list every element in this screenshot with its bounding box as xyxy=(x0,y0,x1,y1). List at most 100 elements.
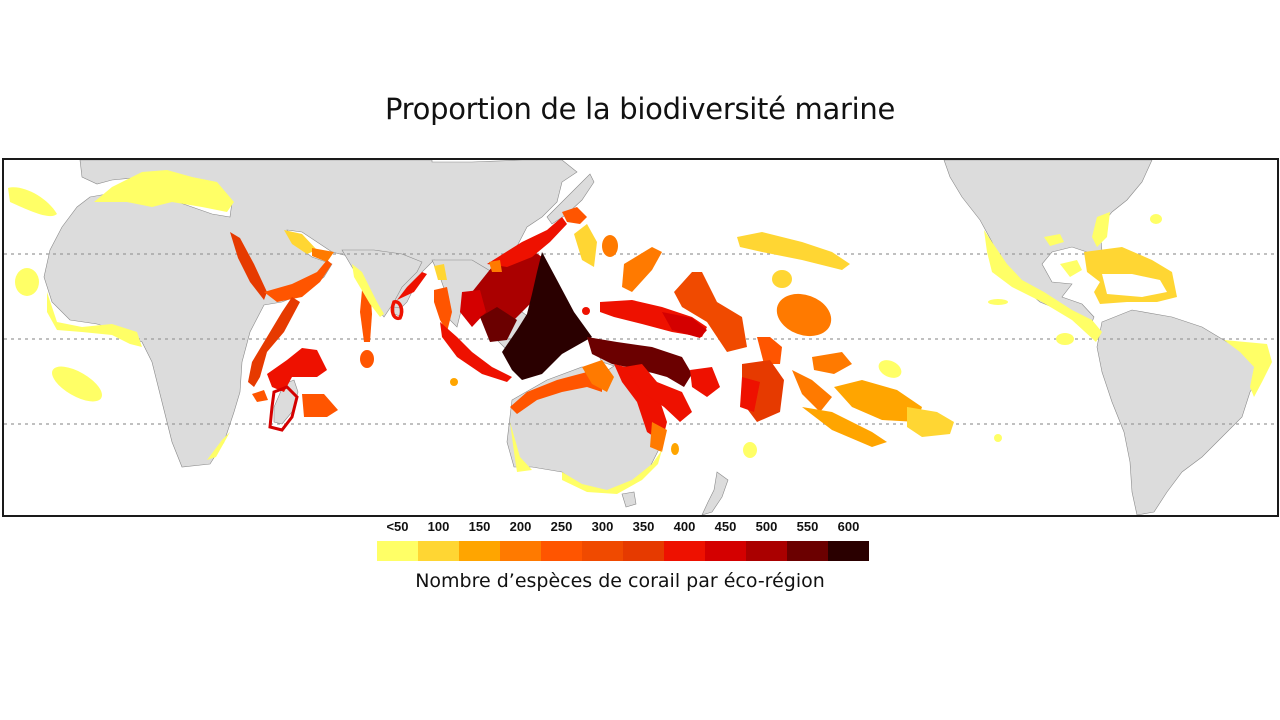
region-gulf-of-mexico xyxy=(1044,234,1064,246)
region-bay-of-bengal xyxy=(397,272,427,300)
region-clipperton xyxy=(988,299,1008,305)
new-zealand-landmass xyxy=(701,471,729,515)
region-coral-triangle xyxy=(502,252,592,380)
region-cocos-island xyxy=(1074,316,1082,324)
region-madagascar-ring xyxy=(268,385,299,432)
region-andaman xyxy=(434,287,452,332)
region-arnhem xyxy=(582,360,614,392)
region-cape-verde xyxy=(15,268,39,296)
legend-tick: 600 xyxy=(837,519,860,534)
region-bonin xyxy=(602,235,618,257)
legend-tick-labels: <50 100 150 200 250 300 350 400 450 500 … xyxy=(377,517,869,537)
region-sri-lanka xyxy=(390,300,404,321)
legend-swatch xyxy=(828,541,869,561)
japan-landmass xyxy=(546,173,595,225)
south-america-landmass xyxy=(1096,309,1265,515)
color-legend: <50 100 150 200 250 300 350 400 450 500 … xyxy=(377,517,869,561)
region-micronesia-east xyxy=(662,312,707,338)
legend-swatch xyxy=(418,541,459,561)
legend-tick: 400 xyxy=(673,519,696,534)
legend-swatch xyxy=(541,541,582,561)
region-mozambique xyxy=(252,390,268,402)
region-china-coast xyxy=(487,217,567,267)
legend-tick: 200 xyxy=(509,519,532,534)
region-japan-south xyxy=(562,207,587,224)
region-st-helena xyxy=(52,366,102,402)
region-east-africa xyxy=(248,297,300,387)
region-mascarene xyxy=(302,394,338,417)
region-marianas xyxy=(622,247,662,292)
legend-tick: 550 xyxy=(796,519,819,534)
legend-swatch xyxy=(705,541,746,561)
region-polynesia xyxy=(834,380,922,422)
coral-eco-regions xyxy=(8,170,1272,494)
legend-color-bar xyxy=(377,541,869,561)
region-phoenix xyxy=(776,293,832,337)
region-north-australia xyxy=(510,372,602,414)
region-brazil xyxy=(1224,340,1272,397)
region-gulf-of-aden xyxy=(264,260,332,302)
tasmania-landmass xyxy=(621,491,637,508)
legend-swatch xyxy=(664,541,705,561)
region-west-africa xyxy=(47,292,142,347)
region-tuamotu xyxy=(907,407,954,437)
region-india-west xyxy=(352,264,384,317)
region-comoros xyxy=(267,348,327,392)
region-persian-gulf xyxy=(284,230,317,254)
region-arabian-sea-west xyxy=(312,248,334,262)
legend-tick: 250 xyxy=(550,519,573,534)
region-pitcairn xyxy=(994,434,1002,442)
region-marquesas xyxy=(878,360,902,378)
region-johnston xyxy=(772,270,792,288)
region-taiwan xyxy=(489,260,502,272)
region-coral-triangle-west xyxy=(480,307,517,342)
region-marshall xyxy=(674,272,747,352)
region-cocos xyxy=(450,378,458,386)
legend-swatch xyxy=(746,541,787,561)
legend-swatch xyxy=(582,541,623,561)
region-ryukyu xyxy=(574,224,597,267)
region-png-solomons xyxy=(587,337,692,387)
chart-title: Proportion de la biodiversité marine xyxy=(385,92,895,126)
legend-tick: 300 xyxy=(591,519,614,534)
region-mediterranean xyxy=(94,170,234,212)
legend-swatch xyxy=(623,541,664,561)
region-great-barrier-reef xyxy=(614,364,667,442)
region-norfolk xyxy=(743,442,757,458)
legend-tick: 350 xyxy=(632,519,655,534)
region-yucatan xyxy=(1060,260,1082,277)
region-florida xyxy=(1092,212,1110,247)
region-cook xyxy=(802,407,887,447)
region-mexico-pacific xyxy=(984,230,1102,342)
region-vietnam-north xyxy=(434,264,447,280)
region-solomon-east xyxy=(690,367,720,397)
region-lord-howe xyxy=(671,443,679,455)
region-sumatra xyxy=(440,322,512,382)
region-hawaii xyxy=(737,232,850,270)
legend-swatch xyxy=(787,541,828,561)
region-south-africa-east xyxy=(207,432,230,460)
region-canary xyxy=(8,187,57,217)
region-samoa xyxy=(792,370,832,412)
region-vanuatu xyxy=(624,364,692,422)
region-bermuda xyxy=(1150,214,1162,224)
legend-tick: 100 xyxy=(427,519,450,534)
latitude-lines xyxy=(4,253,1277,425)
legend-title: Nombre d’espèces de corail par éco-régio… xyxy=(415,570,825,592)
coral-diversity-map xyxy=(2,158,1279,517)
region-gbr-south xyxy=(650,422,667,452)
legend-swatch xyxy=(377,541,418,561)
region-south-china-sea xyxy=(472,247,547,324)
region-australia-south xyxy=(562,450,662,494)
region-yap xyxy=(582,307,590,315)
region-galapagos xyxy=(1056,333,1074,345)
region-fiji-west xyxy=(740,377,760,412)
legend-tick: 450 xyxy=(714,519,737,534)
region-chagos xyxy=(360,350,374,368)
region-caribbean-inner xyxy=(1102,274,1167,297)
region-tuvalu xyxy=(812,352,852,374)
legend-tick: 500 xyxy=(755,519,778,534)
region-red-sea xyxy=(230,232,267,300)
legend-swatch xyxy=(500,541,541,561)
region-gulf-thailand xyxy=(460,290,486,327)
